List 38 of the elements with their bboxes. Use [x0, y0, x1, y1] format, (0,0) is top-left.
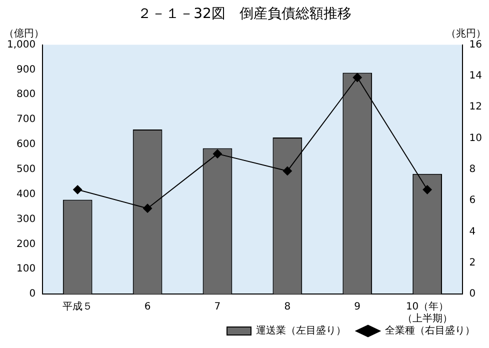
point	[143, 204, 152, 213]
legend-label: 運送業（左目盛り）	[256, 324, 346, 337]
point	[73, 185, 82, 194]
y2-tick-label: 8	[469, 164, 476, 175]
point	[282, 166, 292, 176]
y2-axis-title: （兆円）	[446, 27, 486, 40]
x-tick-label: 7	[214, 302, 221, 313]
y2-tick-label: 2	[469, 257, 476, 268]
point	[422, 185, 432, 194]
x-tick-label: 8	[284, 302, 291, 313]
legend-label: 全業種（右目盛り）	[385, 324, 475, 337]
point	[352, 73, 362, 82]
y-tick-label: 500	[16, 164, 36, 175]
y-tick-label: 400	[16, 188, 36, 200]
y-tick-label: 600	[16, 139, 36, 150]
chart-title: ２－１－32図 倒産負債総額推移	[138, 6, 352, 22]
y-tick-label: 200	[16, 238, 36, 250]
y-tick-label: 1,000	[6, 39, 36, 50]
x-tick-label: 平成５	[62, 300, 93, 313]
y-tick-label: 0	[29, 288, 36, 300]
y2-tick-label: 4	[469, 226, 476, 238]
y2-tick-label: 14	[469, 70, 482, 82]
x-tick-label: 10（年）	[406, 300, 449, 313]
y-axis-title: （億円）	[4, 27, 44, 40]
y2-tick-label: 0	[469, 288, 476, 300]
x-tick-label: 9	[354, 302, 361, 313]
y2-tick-label: 6	[469, 195, 476, 206]
y2-tick-label: 10	[469, 132, 482, 144]
y-tick-label: 100	[16, 264, 36, 275]
x-tick-label: 6	[144, 302, 151, 313]
y-tick-label: 800	[16, 89, 36, 100]
point	[212, 149, 222, 158]
y-tick-label: 900	[16, 64, 36, 76]
y2-tick-label: 12	[469, 102, 482, 113]
y-tick-label: 300	[16, 214, 36, 225]
text: （上半期）	[402, 312, 452, 325]
y2-tick-label: 16	[469, 39, 482, 50]
y-tick-label: 700	[16, 114, 36, 126]
